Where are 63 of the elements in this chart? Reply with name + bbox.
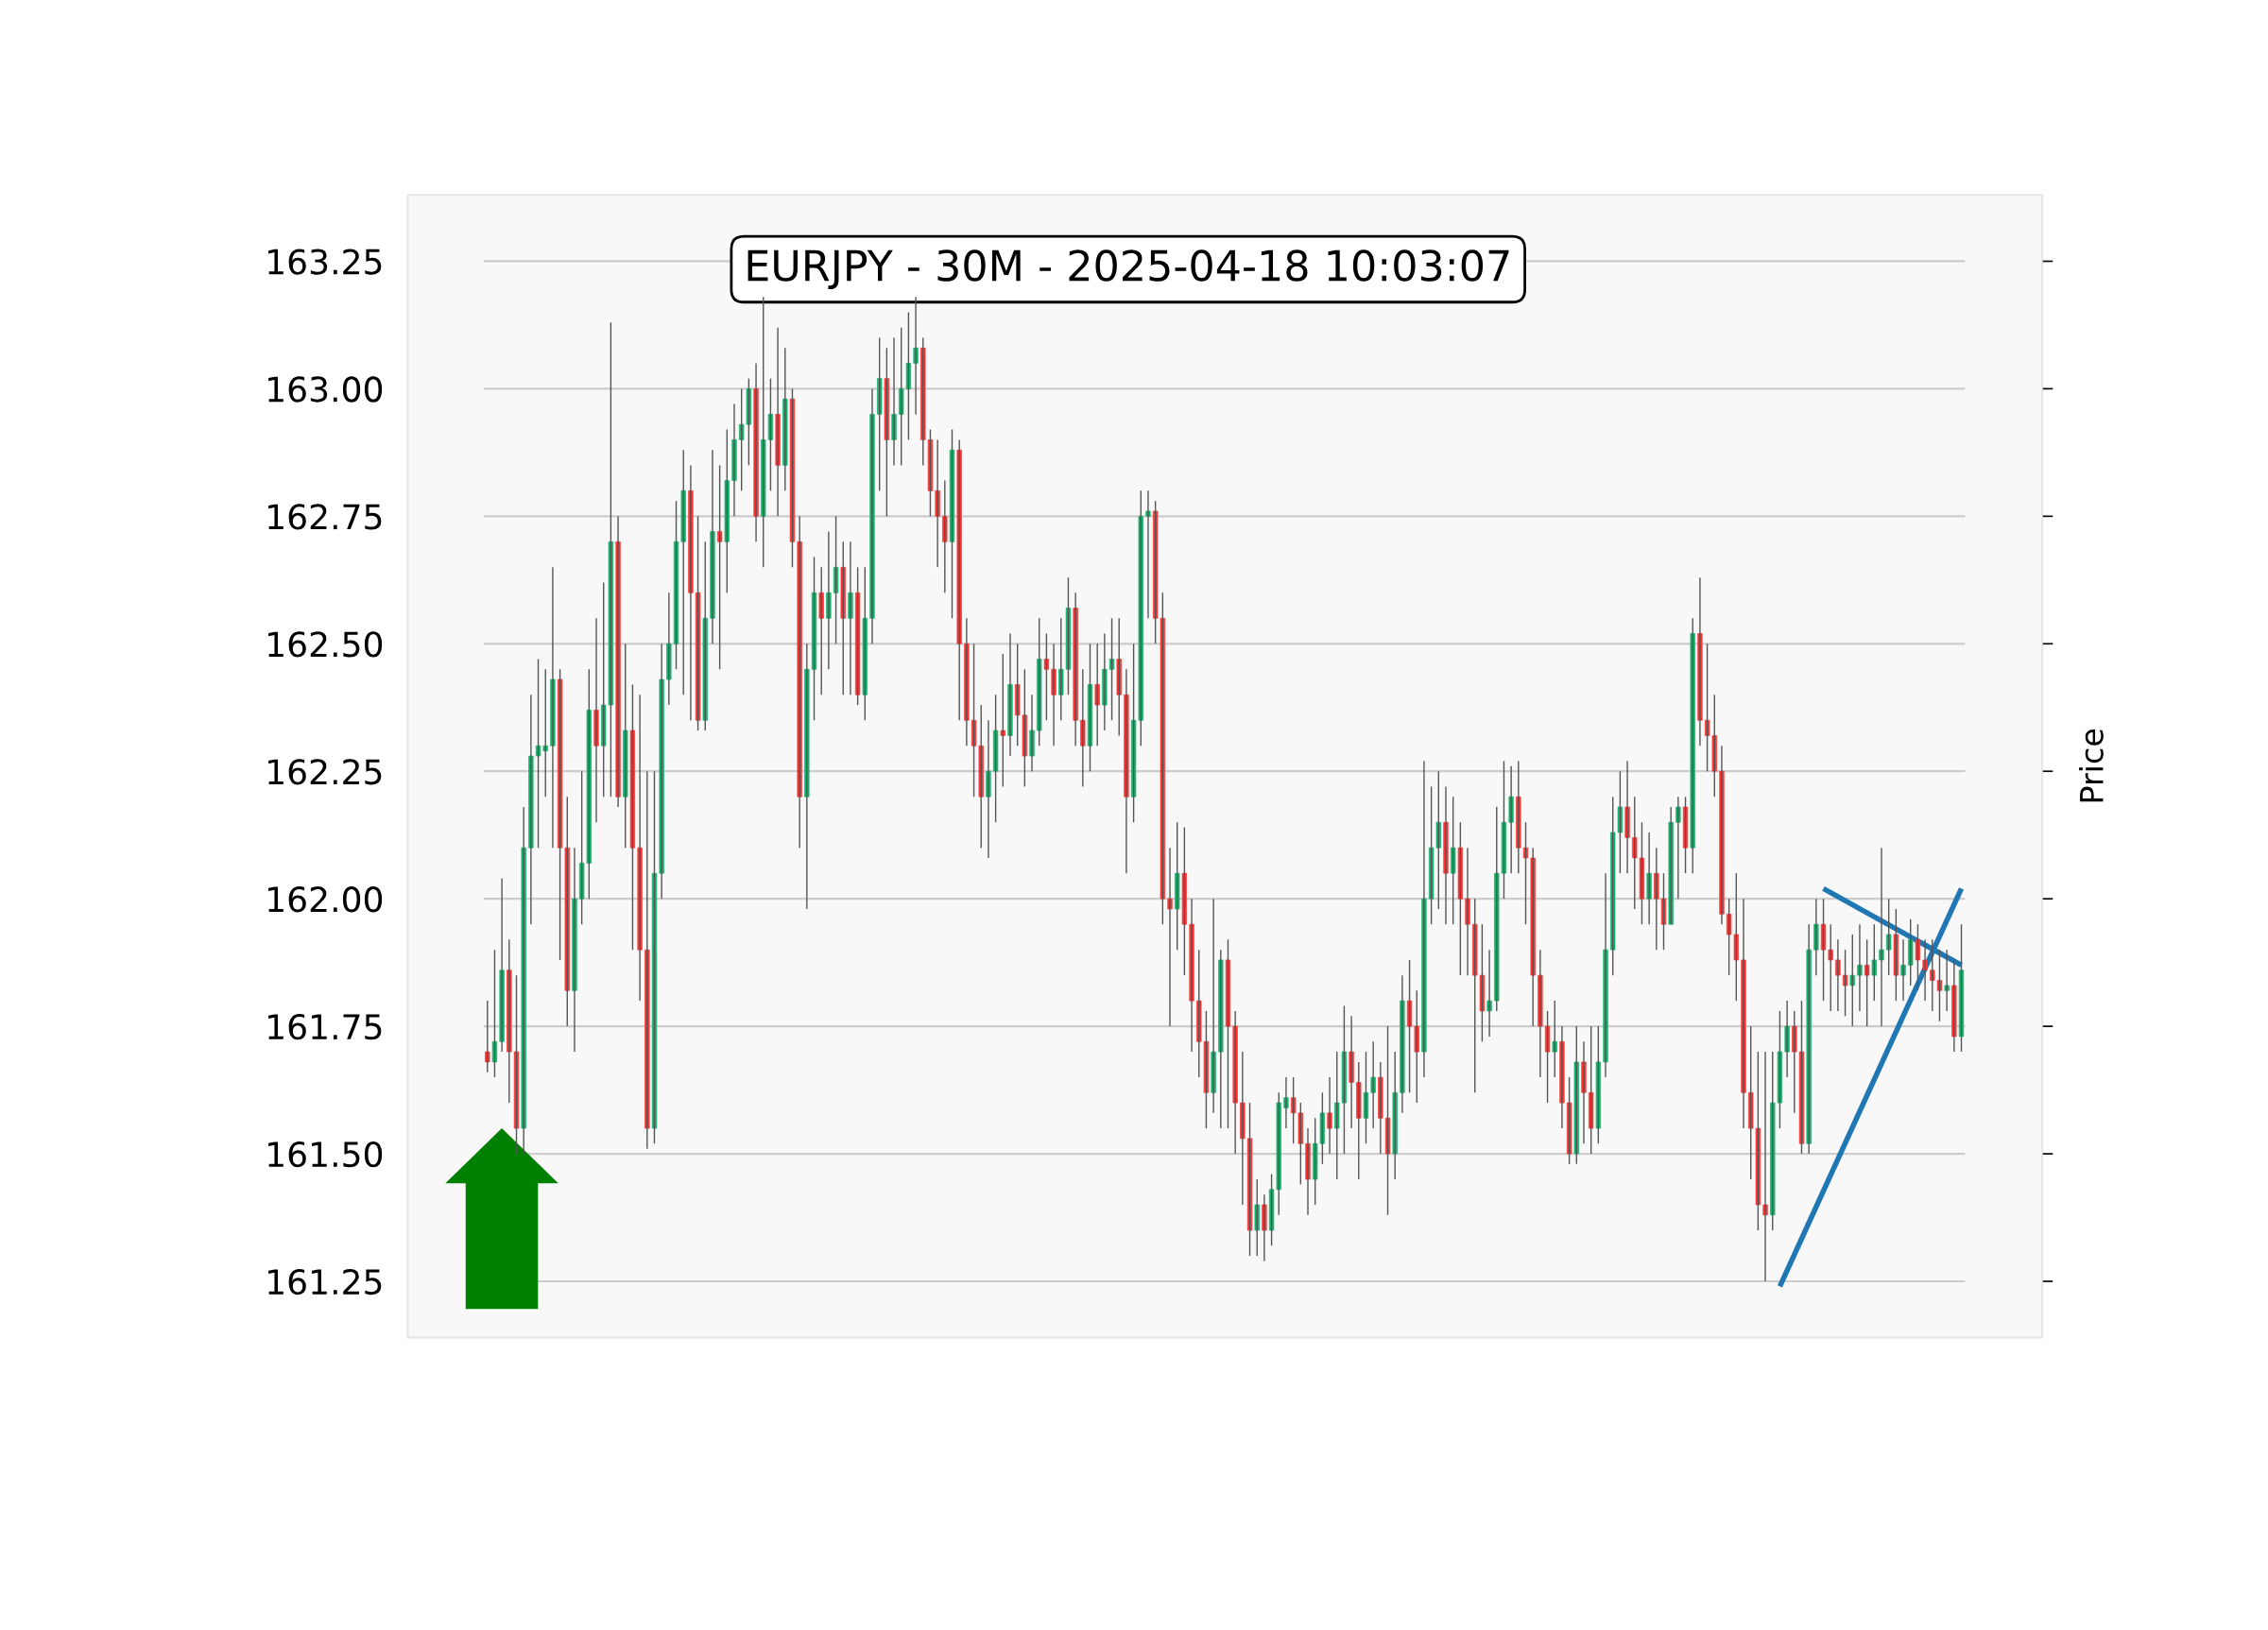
- candlestick: [854, 566, 861, 706]
- candlestick: [1908, 918, 1914, 987]
- candlestick: [782, 347, 788, 492]
- candlestick: [1573, 1025, 1579, 1165]
- candlestick: [1552, 1000, 1557, 1078]
- candlestick: [1864, 938, 1870, 1027]
- candlestick: [818, 566, 824, 695]
- candlestick: [695, 515, 701, 731]
- candlestick: [1915, 923, 1921, 992]
- candlestick: [1037, 617, 1042, 746]
- y-tick-label: 163.00: [268, 376, 383, 403]
- candlestick: [629, 683, 636, 951]
- candlestick: [884, 347, 890, 518]
- y-tick-label: 162.75: [268, 504, 382, 530]
- candlestick: [1043, 632, 1050, 721]
- candlestick: [1690, 617, 1695, 874]
- candlestick: [491, 949, 498, 1078]
- candlestick: [877, 336, 883, 492]
- candlestick: [1175, 821, 1180, 951]
- y-tick-label: 161.25: [268, 1268, 382, 1295]
- candlestick: [724, 428, 730, 594]
- y-tick-label: 162.25: [268, 759, 382, 785]
- candlestick: [1254, 1178, 1260, 1257]
- candlestick: [1871, 923, 1877, 1002]
- candlestick: [1392, 1051, 1398, 1180]
- candlestick: [1792, 1010, 1797, 1114]
- y-axis-title: Price: [2079, 729, 2104, 802]
- candlestick: [1589, 1025, 1594, 1155]
- candlestick: [1000, 653, 1005, 788]
- candlestick: [1457, 821, 1464, 976]
- candlestick: [1842, 949, 1848, 1018]
- y-tick-label: 161.75: [268, 1014, 382, 1040]
- candlestick: [920, 336, 926, 467]
- candlestick: [1494, 806, 1500, 1012]
- candlestick: [1451, 796, 1456, 925]
- candlestick: [1108, 617, 1115, 721]
- candlestick: [862, 566, 868, 721]
- y-tick-label: 162.00: [268, 886, 383, 913]
- candlestick: [1218, 949, 1224, 1129]
- candlestick: [680, 449, 686, 695]
- candlestick: [1116, 617, 1122, 737]
- candlestick: [1566, 1076, 1572, 1165]
- candlestick: [840, 540, 846, 695]
- candlestick: [1356, 1061, 1362, 1180]
- y-tick-label: 162.50: [268, 631, 383, 658]
- candlestick: [992, 694, 999, 823]
- candlestick: [716, 464, 723, 670]
- candlestick: [623, 643, 628, 849]
- y-tick-label: 161.50: [268, 1141, 383, 1168]
- candlestick: [644, 770, 650, 1150]
- candlestick: [1893, 908, 1899, 1002]
- candlestick: [1828, 923, 1833, 1012]
- candlestick: [1849, 934, 1855, 1027]
- candlestick: [1930, 938, 1935, 1012]
- text: EURJPY - 30M - 2025-04-18 10:03:07: [747, 249, 1509, 290]
- candlestick: [1886, 898, 1892, 976]
- candlestick: [1544, 1010, 1551, 1104]
- candlestick: [485, 1000, 490, 1073]
- candlestick: [702, 540, 708, 731]
- y-tick-label: 163.25: [268, 249, 382, 275]
- candlestick: [1181, 826, 1188, 976]
- candlestick: [1595, 1025, 1601, 1144]
- candlestick: [833, 515, 839, 644]
